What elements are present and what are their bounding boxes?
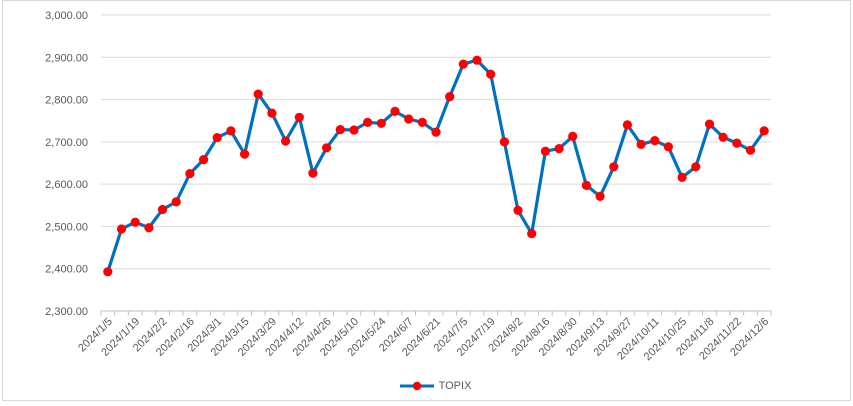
svg-text:3,000.00: 3,000.00 xyxy=(45,10,88,22)
svg-text:2,900.00: 2,900.00 xyxy=(45,52,88,64)
svg-text:2,700.00: 2,700.00 xyxy=(45,137,88,149)
svg-text:2,400.00: 2,400.00 xyxy=(45,264,88,276)
x-axis-labels: 2024/1/52024/1/192024/2/22024/2/162024/3… xyxy=(76,316,771,363)
svg-text:2,500.00: 2,500.00 xyxy=(45,221,88,233)
svg-text:2,800.00: 2,800.00 xyxy=(45,95,88,107)
chart-canvas: 3,000.00 2,900.00 2,800.00 2,700.00 2,600.00… xyxy=(45,10,772,363)
series-line xyxy=(106,58,766,274)
legend-line-marker-icon xyxy=(399,381,434,391)
y-axis-labels: 3,000.00 2,900.00 2,800.00 2,700.00 2,600.00… xyxy=(45,10,88,318)
gridlines xyxy=(101,14,771,270)
legend-label: TOPIX xyxy=(438,380,472,392)
series-markers xyxy=(103,55,769,277)
chart-legend: TOPIX xyxy=(100,378,770,394)
legend-dot xyxy=(412,381,421,391)
svg-text:2,300.00: 2,300.00 xyxy=(45,306,88,318)
svg-text:2,600.00: 2,600.00 xyxy=(45,179,88,191)
x-axis xyxy=(100,310,772,316)
